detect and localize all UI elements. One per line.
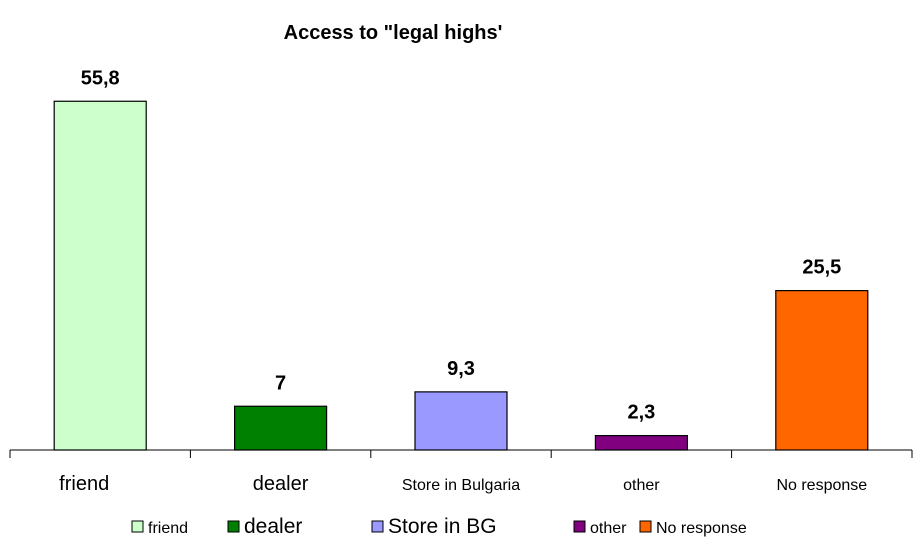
legend-label: other (590, 520, 627, 537)
category-label: dealer (253, 473, 309, 495)
bar-dealer (234, 405, 328, 451)
value-label: 55,8 (81, 67, 120, 89)
legend-swatch (573, 520, 586, 533)
value-label: 9,3 (447, 358, 475, 380)
value-label: 2,3 (627, 402, 655, 424)
category-label: Store in Bulgaria (402, 477, 520, 494)
legend-item: friend (131, 520, 188, 537)
value-labels: 55,8 7 9,3 2,3 25,5 (81, 67, 842, 423)
legend-label: Store in BG (388, 515, 497, 538)
category-label: friend (59, 473, 109, 495)
bar-friend (53, 100, 147, 451)
legend-item: Store in BG (371, 515, 497, 538)
legend-label: No response (656, 520, 747, 537)
value-label: 25,5 (802, 257, 841, 279)
legend-item: No response (639, 520, 747, 537)
value-label: 7 (275, 372, 286, 394)
legend-label: dealer (244, 515, 302, 538)
legend: friend dealer Store in BG other No response (131, 515, 747, 538)
legend-swatch (227, 520, 240, 533)
category-label: No response (776, 477, 867, 494)
bars (53, 100, 869, 451)
bar-no-response (775, 290, 869, 451)
bar-other (594, 435, 689, 451)
legend-item: other (573, 520, 627, 537)
legend-item: dealer (227, 515, 302, 538)
category-labels: friend dealer Store in Bulgaria other No res… (59, 473, 867, 495)
category-label: other (623, 477, 660, 494)
x-axis (9, 449, 913, 458)
bar-store-in-bulgaria (414, 391, 508, 451)
chart-title: Access to "legal highs' (284, 22, 503, 44)
legend-swatch (371, 520, 384, 533)
legend-label: friend (148, 520, 188, 537)
legend-swatch (639, 520, 652, 533)
legend-swatch (131, 520, 144, 533)
